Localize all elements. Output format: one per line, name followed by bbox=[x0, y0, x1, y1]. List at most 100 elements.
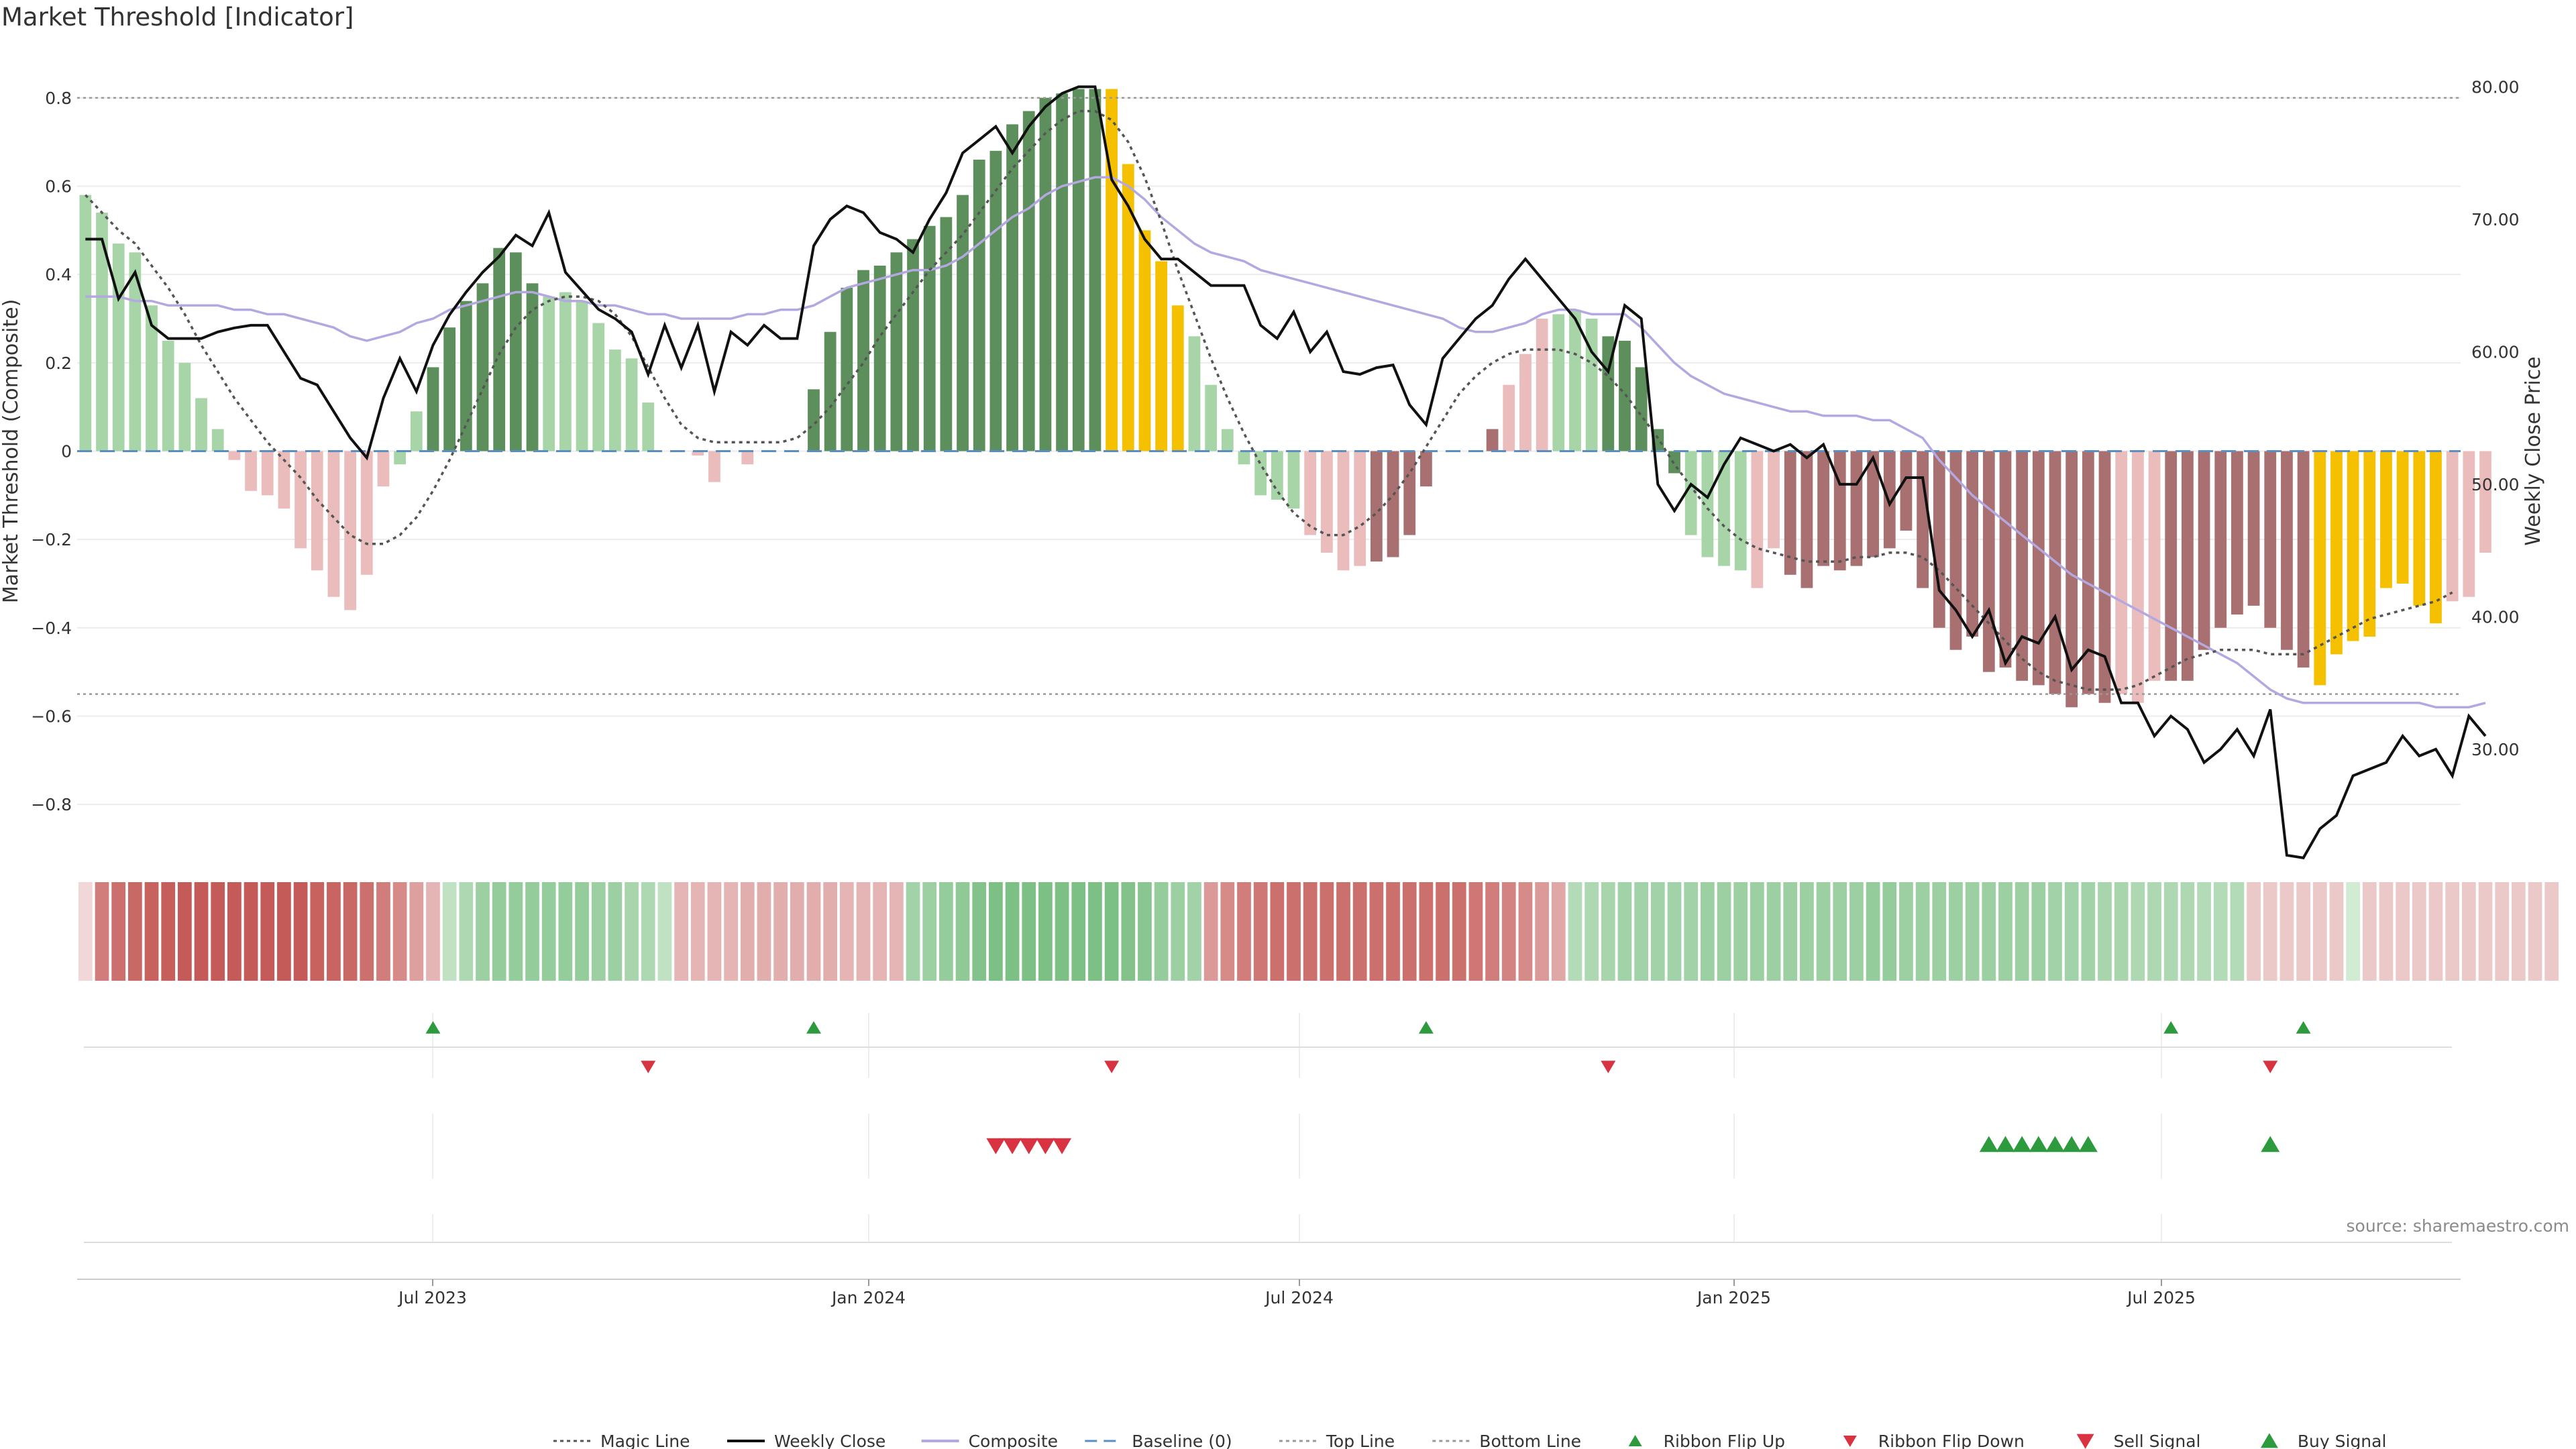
ribbon-cell bbox=[161, 882, 176, 981]
ribbon-flip-up-marker bbox=[806, 1021, 821, 1034]
composite-bar bbox=[2330, 451, 2343, 655]
ribbon-cell bbox=[2247, 882, 2261, 981]
ribbon-cell bbox=[1849, 882, 1864, 981]
ribbon-cell bbox=[1104, 882, 1119, 981]
ribbon-cell bbox=[78, 882, 93, 981]
ribbon-cell bbox=[856, 882, 871, 981]
ribbon-cell bbox=[1485, 882, 1499, 981]
ribbon-cell bbox=[1005, 882, 1020, 981]
ribbon-cell bbox=[1336, 882, 1350, 981]
composite-bar bbox=[2264, 451, 2277, 628]
axes: 0.8 0.6 0.4 0.2 0 −0.2 −0.4 −0.6 −0.8 80.00 70.00 6… bbox=[0, 77, 2545, 814]
ribbon-cell bbox=[740, 882, 755, 981]
ribbon-cell bbox=[690, 882, 705, 981]
ribbon-cell bbox=[127, 882, 142, 981]
ribbon-cell bbox=[2329, 882, 2344, 981]
y-left-tick-label: 0.2 bbox=[45, 354, 72, 373]
ribbon-cell bbox=[2098, 882, 2112, 981]
ribbon-cell bbox=[459, 882, 474, 981]
composite-bar bbox=[112, 244, 125, 451]
ribbon-cell bbox=[1965, 882, 1980, 981]
ribbon-cell bbox=[1419, 882, 1434, 981]
ribbon-cell bbox=[1436, 882, 1450, 981]
ribbon-cell bbox=[1287, 882, 1301, 981]
composite-bar bbox=[526, 283, 539, 451]
composite-bar bbox=[1387, 451, 1399, 557]
composite-bar bbox=[1420, 451, 1432, 487]
ribbon-cell bbox=[707, 882, 722, 981]
composite-bar bbox=[1155, 261, 1168, 451]
composite-bar bbox=[957, 195, 969, 451]
composite-bar bbox=[1917, 451, 1929, 588]
buy-signal-marker bbox=[2012, 1136, 2032, 1152]
legend-label: Top Line bbox=[1326, 1432, 1395, 1449]
composite-bar bbox=[2016, 451, 2029, 681]
composite-bar bbox=[1569, 309, 1581, 451]
ribbon-cell bbox=[955, 882, 970, 981]
composite-bar bbox=[989, 150, 1002, 451]
ribbon-cell bbox=[1998, 882, 2012, 981]
ribbon-cell bbox=[1038, 882, 1053, 981]
ribbon-cell bbox=[2131, 882, 2145, 981]
composite-bar bbox=[311, 451, 323, 571]
buy-signal-marker bbox=[2078, 1136, 2098, 1152]
composite-bar bbox=[1784, 451, 1796, 575]
ribbon-cell bbox=[2312, 882, 2327, 981]
ribbon-cell bbox=[591, 882, 606, 981]
ribbon-cell bbox=[1568, 882, 1582, 981]
composite-bar bbox=[1718, 451, 1730, 566]
ribbon-flip-down-marker bbox=[1601, 1061, 1616, 1073]
composite-bar bbox=[2463, 451, 2475, 597]
composite-bars bbox=[79, 89, 2491, 708]
composite-bar bbox=[162, 340, 174, 451]
buy-signal-marker bbox=[1979, 1136, 1998, 1152]
y-left-tick-label: 0.6 bbox=[45, 177, 72, 197]
ribbon-cell bbox=[1501, 882, 1516, 981]
composite-bar bbox=[1304, 451, 1317, 535]
composite-bar bbox=[1503, 384, 1515, 451]
ribbon-cell bbox=[426, 882, 440, 981]
composite-bar bbox=[2214, 451, 2227, 628]
ribbon-cell bbox=[657, 882, 672, 981]
ribbon-flip-down-marker bbox=[2263, 1061, 2278, 1073]
buy-signal-marker bbox=[2261, 1136, 2280, 1152]
ribbon-cell bbox=[1915, 882, 1930, 981]
sell-signal-marker bbox=[1036, 1138, 1055, 1155]
ribbon-cell bbox=[2213, 882, 2228, 981]
chart-title: Market Threshold [Indicator] bbox=[1, 3, 354, 32]
composite-bar bbox=[2247, 451, 2260, 606]
legend-label: Bottom Line bbox=[1479, 1432, 1581, 1449]
ribbon-cell bbox=[2478, 882, 2493, 981]
y-right-tick-label: 70.00 bbox=[2471, 210, 2520, 229]
composite-bar bbox=[1205, 384, 1218, 451]
x-axis: Jul 2023 Jan 2024 Jul 2024 Jan 2025 Jul 2025 bbox=[77, 1279, 2461, 1307]
composite-line bbox=[85, 176, 2486, 709]
y-left-tick-label: 0.8 bbox=[45, 89, 72, 108]
composite-bar bbox=[1768, 451, 1780, 549]
ribbon-cell bbox=[1270, 882, 1285, 981]
ribbon-cell bbox=[724, 882, 738, 981]
ribbon-cell bbox=[972, 882, 987, 981]
composite-bar bbox=[460, 301, 472, 451]
ribbon-cell bbox=[790, 882, 804, 981]
composite-bar bbox=[2314, 451, 2326, 686]
composite-bar bbox=[1900, 451, 1913, 531]
composite-bar bbox=[708, 451, 720, 482]
ribbon-cell bbox=[260, 882, 275, 981]
ribbon-cell bbox=[1071, 882, 1086, 981]
ribbon-flip-down-marker bbox=[1104, 1061, 1120, 1073]
ribbon-flip-up-marker bbox=[425, 1021, 441, 1034]
x-tick-label: Jul 2024 bbox=[1264, 1288, 1334, 1307]
composite-bar bbox=[2363, 451, 2376, 637]
ribbon-cell bbox=[575, 882, 589, 981]
composite-bar bbox=[360, 451, 373, 575]
buy-signal-marker bbox=[1996, 1136, 2015, 1152]
composite-bar bbox=[1287, 451, 1300, 509]
composite-bar bbox=[410, 411, 423, 451]
y-left-axis-label: Market Threshold (Composite) bbox=[0, 299, 23, 604]
ribbon-cell bbox=[1601, 882, 1615, 981]
composite-bar bbox=[146, 305, 158, 451]
y-left-tick-label: 0 bbox=[61, 442, 72, 462]
composite-bar bbox=[1684, 451, 1697, 535]
x-tick-label: Jul 2023 bbox=[397, 1288, 467, 1307]
